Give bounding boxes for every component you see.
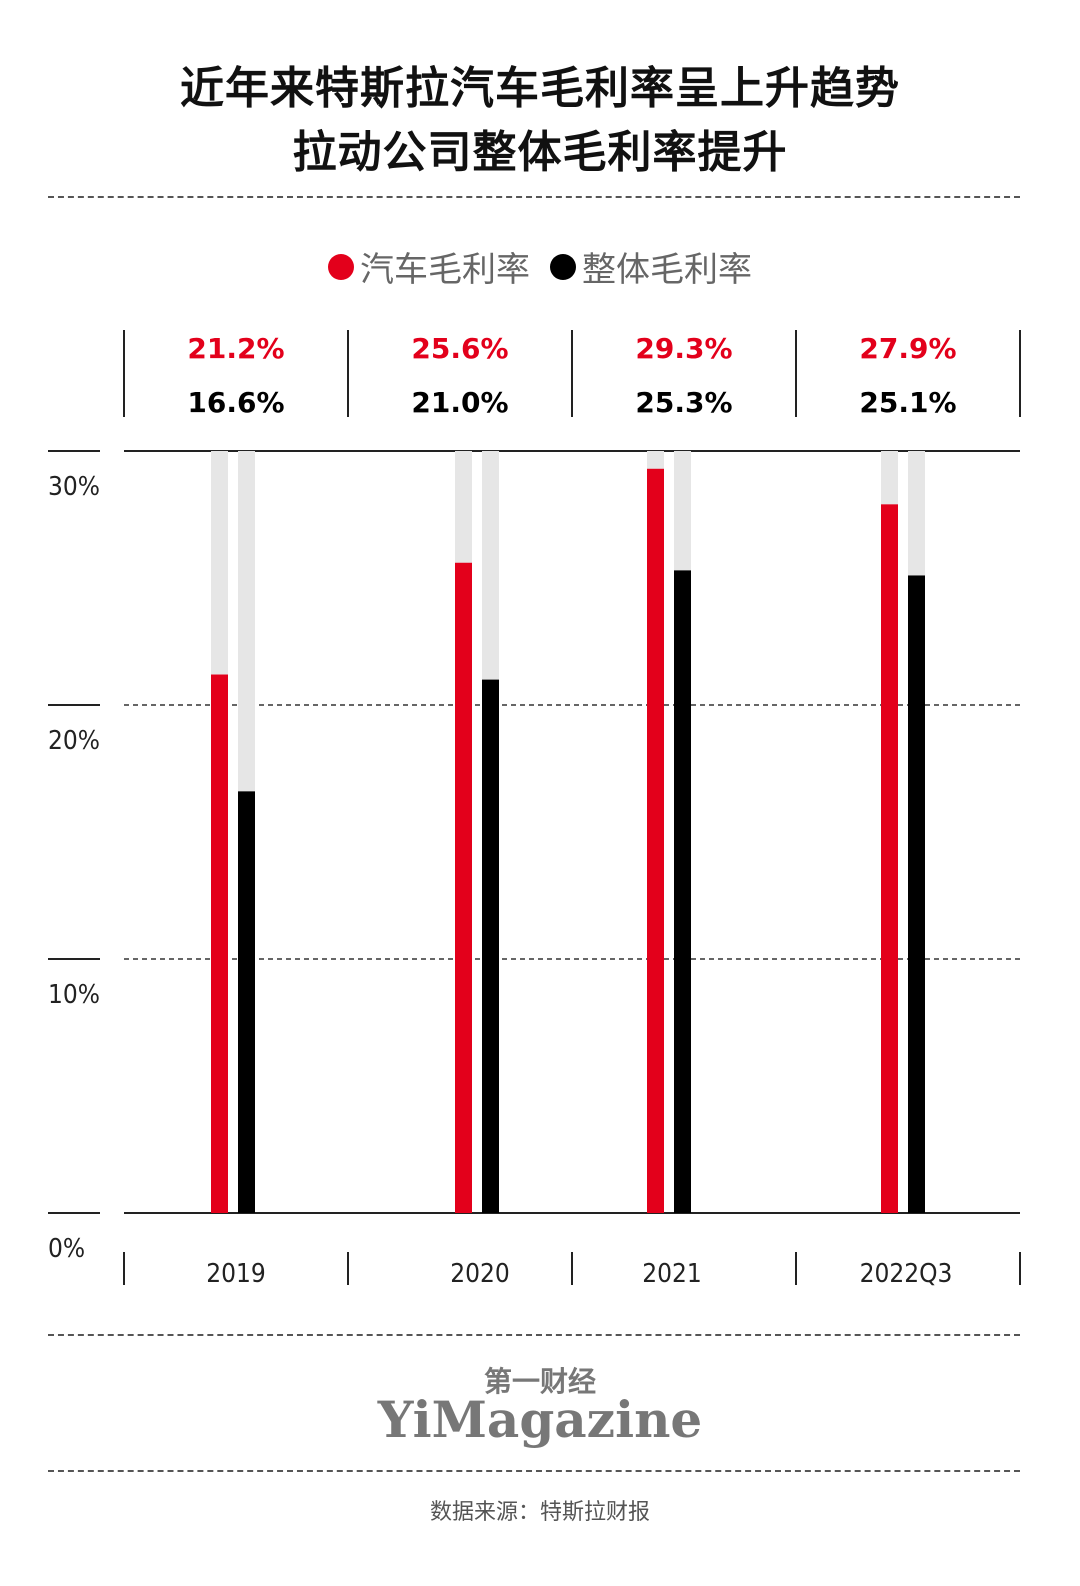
legend: 汽车毛利率 整体毛利率 <box>0 242 1080 291</box>
bar <box>881 504 898 1214</box>
chart-title-line-1: 近年来特斯拉汽车毛利率呈上升趋势 <box>180 63 900 114</box>
logo-yimagazine: YiMagazine <box>377 1390 703 1449</box>
bar <box>455 562 472 1213</box>
x-tick-label: 2019 <box>206 1259 266 1289</box>
y-tick-label: 20% <box>48 726 100 756</box>
black-dot-icon <box>550 253 576 280</box>
bar <box>908 575 925 1213</box>
bar <box>211 674 228 1213</box>
x-tick-label: 2020 <box>450 1259 510 1289</box>
top-dashed-divider <box>48 196 1020 198</box>
data-label: 25.3% <box>635 386 732 419</box>
data-label: 27.9% <box>859 332 956 365</box>
y-tick-label: 0% <box>48 1234 85 1264</box>
data-label: 16.6% <box>187 386 284 419</box>
legend-label-overall: 整体毛利率 <box>582 250 752 290</box>
logo-chinese: 第一财经 <box>483 1365 596 1398</box>
middle-dashed-divider <box>48 1334 1020 1336</box>
data-label: 25.1% <box>859 386 956 419</box>
bar <box>674 570 691 1213</box>
data-label: 25.6% <box>411 332 508 365</box>
chart-title-line-2: 拉动公司整体毛利率提升 <box>292 127 788 178</box>
y-tick-label: 30% <box>48 472 100 502</box>
bottom-dashed-divider <box>48 1470 1020 1472</box>
bar <box>238 791 255 1213</box>
data-label: 29.3% <box>635 332 732 365</box>
x-tick-label: 2021 <box>642 1259 702 1289</box>
data-source-note: 数据来源：特斯拉财报 <box>429 1500 650 1525</box>
y-tick-label: 10% <box>48 980 100 1010</box>
data-label: 21.2% <box>187 332 284 365</box>
legend-item-overall: 整体毛利率 <box>550 242 752 291</box>
bar <box>647 468 664 1213</box>
bar <box>482 679 499 1213</box>
legend-label-vehicle: 汽车毛利率 <box>360 250 530 290</box>
x-tick-label: 2022Q3 <box>860 1259 953 1289</box>
red-dot-icon <box>328 253 354 280</box>
bar-chart: 0% 10% 20% 30% 2019 21.2% 16.6% 2020 25.6% 21.0% 2… <box>48 330 1021 1289</box>
legend-item-vehicle: 汽车毛利率 <box>328 242 530 291</box>
data-label: 21.0% <box>411 386 508 419</box>
